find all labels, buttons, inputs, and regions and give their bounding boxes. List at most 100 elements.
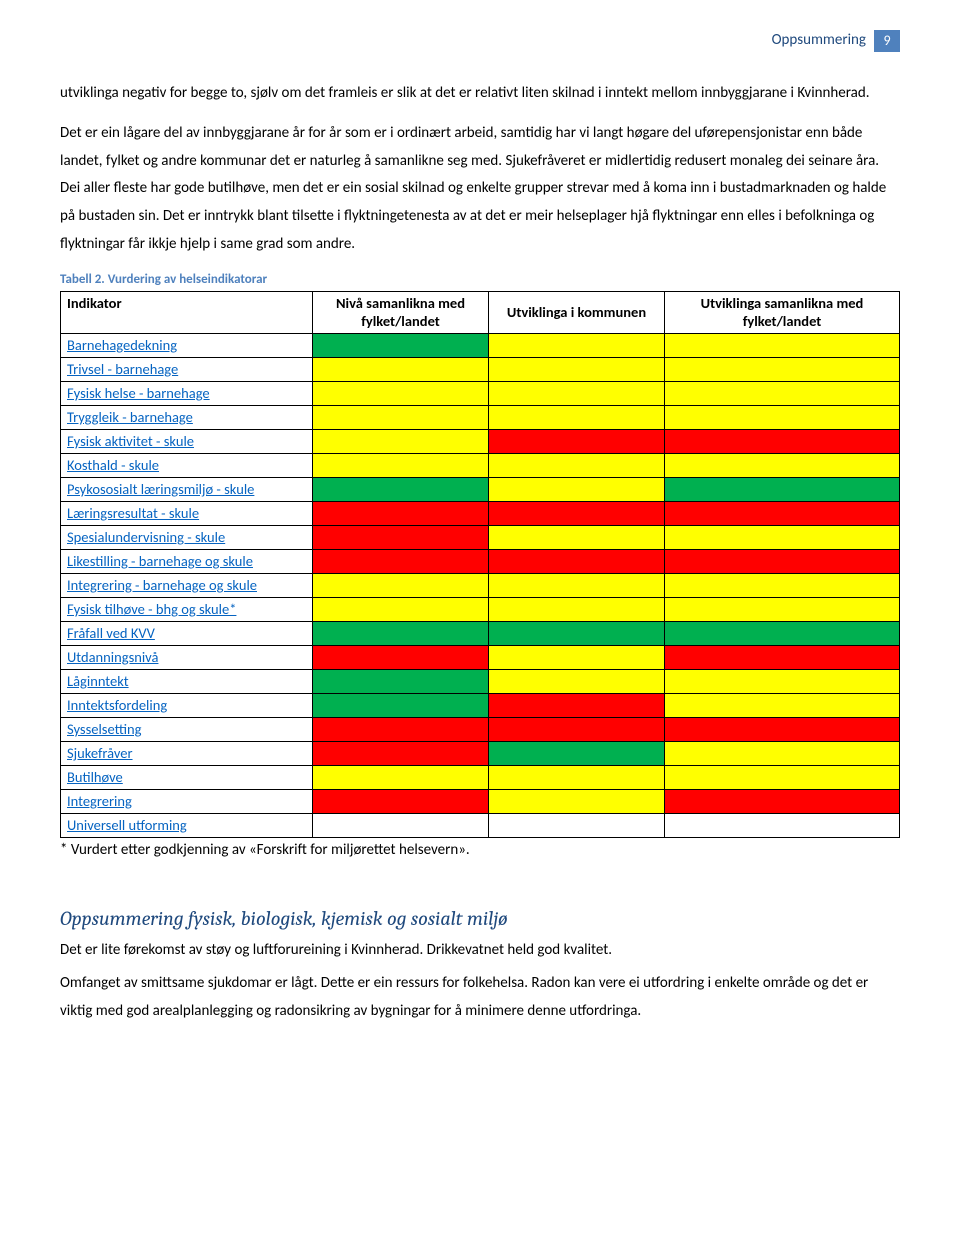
th-indicator: Indikator: [61, 292, 313, 333]
status-cell: [665, 549, 900, 573]
indicator-link[interactable]: Spesialundervisning - skule: [61, 525, 313, 549]
table-row: Fysisk helse - barnehage: [61, 381, 900, 405]
status-cell: [489, 813, 665, 837]
status-cell: [489, 453, 665, 477]
table-row: Fråfall ved KVV: [61, 621, 900, 645]
status-cell: [313, 525, 489, 549]
indicator-link[interactable]: Inntektsfordeling: [61, 693, 313, 717]
indicator-link[interactable]: Tryggleik - barnehage: [61, 405, 313, 429]
status-cell: [665, 813, 900, 837]
table-row: Utdanningsnivå: [61, 645, 900, 669]
status-cell: [489, 549, 665, 573]
status-cell: [489, 765, 665, 789]
status-cell: [313, 789, 489, 813]
th-col-b: Utviklinga i kommunen: [489, 292, 665, 333]
indicator-link[interactable]: Fråfall ved KVV: [61, 621, 313, 645]
paragraph-1: utviklinga negativ for begge to, sjølv o…: [60, 80, 900, 108]
paragraph-4: Omfanget av smittsame sjukdomar er lågt.…: [60, 970, 900, 1026]
status-cell: [489, 741, 665, 765]
table-caption: Tabell 2. Vurdering av helseindikatorar: [60, 271, 900, 290]
status-cell: [313, 765, 489, 789]
page-number-badge: 9: [874, 30, 900, 52]
status-cell: [665, 741, 900, 765]
indicator-table: Indikator Nivå samanlikna med fylket/lan…: [60, 291, 900, 838]
table-row: Tryggleik - barnehage: [61, 405, 900, 429]
indicator-link[interactable]: Integrering: [61, 789, 313, 813]
indicator-link[interactable]: Sjukefråver: [61, 741, 313, 765]
table-row: Kosthald - skule: [61, 453, 900, 477]
status-cell: [489, 357, 665, 381]
status-cell: [665, 333, 900, 357]
status-cell: [489, 789, 665, 813]
status-cell: [489, 525, 665, 549]
indicator-link[interactable]: Integrering - barnehage og skule: [61, 573, 313, 597]
status-cell: [665, 693, 900, 717]
status-cell: [313, 429, 489, 453]
status-cell: [313, 477, 489, 501]
status-cell: [489, 693, 665, 717]
table-row: Sysselsetting: [61, 717, 900, 741]
indicator-link[interactable]: Trivsel - barnehage: [61, 357, 313, 381]
table-row: Psykososialt læringsmiljø - skule: [61, 477, 900, 501]
status-cell: [665, 669, 900, 693]
status-cell: [489, 573, 665, 597]
indicator-link[interactable]: Universell utforming: [61, 813, 313, 837]
indicator-link[interactable]: Butilhøve: [61, 765, 313, 789]
status-cell: [489, 333, 665, 357]
status-cell: [665, 573, 900, 597]
paragraph-3: Det er lite førekomst av støy og luftfor…: [60, 937, 900, 965]
table-row: Fysisk tilhøve - bhg og skule*: [61, 597, 900, 621]
status-cell: [665, 525, 900, 549]
status-cell: [313, 813, 489, 837]
indicator-link[interactable]: Utdanningsnivå: [61, 645, 313, 669]
indicator-link[interactable]: Fysisk aktivitet - skule: [61, 429, 313, 453]
status-cell: [489, 621, 665, 645]
indicator-link[interactable]: Læringsresultat - skule: [61, 501, 313, 525]
status-cell: [313, 645, 489, 669]
indicator-link[interactable]: Barnehagedekning: [61, 333, 313, 357]
status-cell: [489, 669, 665, 693]
th-col-c: Utviklinga samanlikna med fylket/landet: [665, 292, 900, 333]
th-col-a: Nivå samanlikna med fylket/landet: [313, 292, 489, 333]
table-row: Integrering - barnehage og skule: [61, 573, 900, 597]
table-footnote: * Vurdert etter godkjenning av «Forskrif…: [60, 840, 900, 862]
status-cell: [665, 453, 900, 477]
status-cell: [313, 741, 489, 765]
status-cell: [665, 357, 900, 381]
table-row: Butilhøve: [61, 765, 900, 789]
indicator-link[interactable]: Fysisk tilhøve - bhg og skule*: [61, 597, 313, 621]
section-heading: Oppsummering fysisk, biologisk, kjemisk …: [60, 904, 900, 933]
indicator-link[interactable]: Likestilling - barnehage og skule: [61, 549, 313, 573]
status-cell: [489, 597, 665, 621]
status-cell: [313, 621, 489, 645]
table-row: Likestilling - barnehage og skule: [61, 549, 900, 573]
table-row: Låginntekt: [61, 669, 900, 693]
indicator-link[interactable]: Sysselsetting: [61, 717, 313, 741]
status-cell: [313, 357, 489, 381]
indicator-link[interactable]: Låginntekt: [61, 669, 313, 693]
status-cell: [665, 501, 900, 525]
paragraph-2: Det er ein lågare del av innbyggjarane å…: [60, 120, 900, 259]
status-cell: [313, 693, 489, 717]
indicator-link[interactable]: Psykososialt læringsmiljø - skule: [61, 477, 313, 501]
indicator-link[interactable]: Fysisk helse - barnehage: [61, 381, 313, 405]
indicator-link[interactable]: Kosthald - skule: [61, 453, 313, 477]
status-cell: [489, 645, 665, 669]
status-cell: [313, 669, 489, 693]
status-cell: [665, 621, 900, 645]
status-cell: [665, 789, 900, 813]
table-row: Inntektsfordeling: [61, 693, 900, 717]
table-row: Trivsel - barnehage: [61, 357, 900, 381]
table-row: Barnehagedekning: [61, 333, 900, 357]
status-cell: [489, 717, 665, 741]
status-cell: [489, 477, 665, 501]
status-cell: [313, 597, 489, 621]
status-cell: [489, 429, 665, 453]
status-cell: [665, 597, 900, 621]
page-header: Oppsummering 9: [60, 30, 900, 52]
status-cell: [313, 405, 489, 429]
status-cell: [313, 453, 489, 477]
status-cell: [313, 501, 489, 525]
status-cell: [489, 381, 665, 405]
status-cell: [313, 717, 489, 741]
